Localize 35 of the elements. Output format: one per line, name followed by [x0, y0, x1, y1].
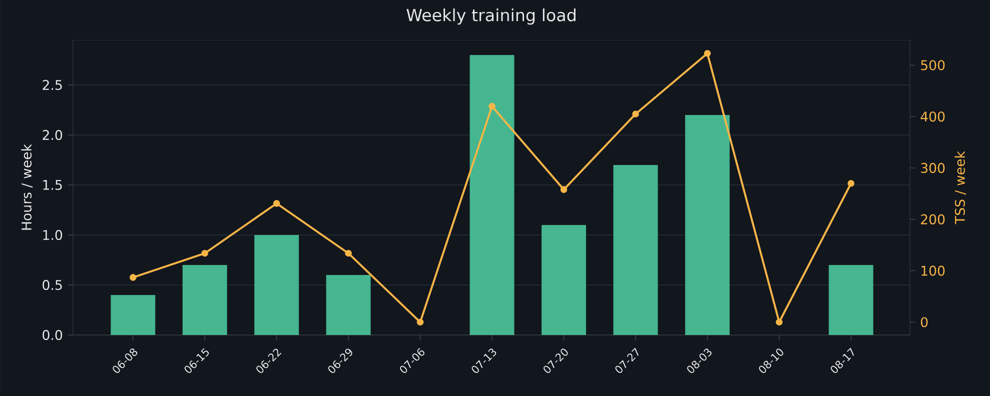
bar	[254, 234, 299, 335]
y2-tick-label: 0	[920, 317, 928, 328]
bar	[613, 164, 658, 335]
y2-tick-label: 100	[922, 266, 945, 276]
bar	[685, 114, 730, 335]
chart-title: Weekly training load	[406, 8, 576, 25]
bar	[326, 274, 371, 335]
bar	[542, 224, 586, 335]
y-tick-label: 0.0	[42, 330, 62, 340]
bar	[110, 294, 156, 335]
y-tick-label: 1.0	[43, 230, 62, 240]
y2-tick-label: 300	[921, 162, 945, 174]
y2-tick-label: 200	[921, 214, 945, 224]
bar	[182, 264, 228, 335]
y-tick-label: 1.5	[43, 180, 62, 190]
y-axis-title: Hours / week	[21, 144, 33, 230]
point	[488, 102, 496, 110]
bar	[828, 264, 874, 335]
point	[273, 200, 280, 207]
point	[776, 318, 783, 326]
y2-axis-title: TSS / week	[954, 150, 966, 224]
point	[560, 186, 568, 193]
point	[201, 250, 208, 257]
y-tick-label: 0.5	[42, 280, 62, 290]
y-tick-label: 2.0	[42, 130, 62, 140]
bar	[470, 54, 514, 335]
y2-tick-label: 400	[920, 112, 945, 122]
point	[848, 180, 854, 187]
point	[345, 250, 352, 257]
point	[130, 274, 136, 281]
point	[704, 50, 711, 57]
y2-tick-label: 500	[921, 60, 945, 70]
point	[632, 110, 639, 118]
point	[416, 318, 424, 326]
y-tick-label: 2.5	[42, 80, 62, 90]
